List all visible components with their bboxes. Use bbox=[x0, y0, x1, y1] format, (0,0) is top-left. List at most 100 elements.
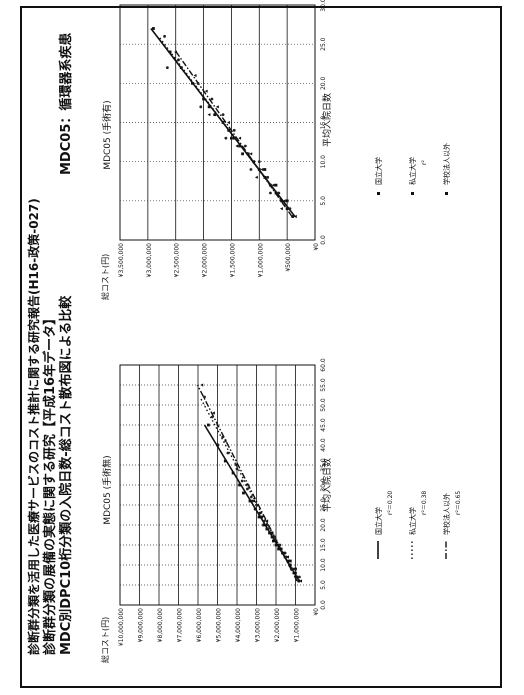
chart0-legend: 国立大学 r²＝0.20 私立大学 r²＝0.38 学校法人以外 r²＝0.65 bbox=[374, 491, 462, 559]
chart0-point bbox=[293, 571, 297, 575]
chart0-x-tick-label: 0.0 bbox=[320, 600, 327, 610]
chart1-point bbox=[249, 152, 253, 156]
chart0-point bbox=[272, 539, 275, 543]
chart1-point bbox=[213, 113, 217, 117]
chart1-y-ticks: ¥0 ¥500,000 ¥1,000,000 ¥1,500,000 ¥2,000,000… bbox=[118, 243, 320, 278]
chart1-point bbox=[165, 66, 169, 70]
chart1-x-tick-label: 0.0 bbox=[320, 235, 327, 245]
chart0-point bbox=[200, 383, 204, 387]
chart0-point bbox=[242, 491, 245, 495]
chart0-x-tick-label: 45.0 bbox=[320, 418, 327, 432]
chart0-point bbox=[286, 555, 289, 559]
chart0-point bbox=[294, 567, 297, 571]
chart1-point bbox=[174, 50, 178, 54]
chart1-y-tick-label: ¥0 bbox=[313, 243, 320, 251]
chart1-legend-marker bbox=[377, 192, 380, 195]
chart1-point bbox=[235, 144, 239, 148]
chart0-x-tick-label: 35.0 bbox=[320, 458, 327, 472]
chart0-point bbox=[246, 487, 249, 491]
chart0-point bbox=[223, 439, 227, 443]
chart0-point bbox=[275, 543, 279, 547]
chart0-point bbox=[265, 519, 269, 523]
chart1-y-tick-label: ¥3,500,000 bbox=[118, 243, 125, 278]
chart1-point bbox=[241, 152, 244, 156]
chart1-point bbox=[271, 183, 275, 187]
chart1-y-tick-label: ¥500,000 bbox=[285, 243, 292, 272]
chart1-trendline-2 bbox=[175, 51, 293, 217]
chart1-point bbox=[204, 89, 208, 93]
chart0-x-tick-label: 15.0 bbox=[320, 538, 327, 552]
chart1-ylabel: 総コスト(円) bbox=[100, 254, 110, 300]
chart1-point bbox=[177, 58, 180, 62]
chart1-x-tick-label: 25.0 bbox=[320, 37, 327, 51]
chart0-y-tick-label: ¥2,000,000 bbox=[274, 608, 281, 643]
chart1-point bbox=[291, 215, 295, 218]
chart0-point bbox=[282, 551, 286, 555]
chart0-point bbox=[264, 523, 267, 527]
chart1-point bbox=[238, 144, 242, 148]
chart0-point bbox=[207, 423, 210, 427]
chart0-point bbox=[288, 559, 292, 563]
chart0-point bbox=[223, 459, 227, 463]
chart1-point bbox=[285, 199, 289, 203]
chart1-point bbox=[207, 113, 211, 117]
chart1-point bbox=[193, 73, 197, 78]
chart1-point bbox=[274, 191, 278, 195]
chart1-point bbox=[246, 152, 250, 156]
chart0-point bbox=[273, 535, 277, 539]
chart1-point bbox=[232, 128, 236, 132]
chart0-x-tick-label: 40.0 bbox=[320, 438, 327, 452]
chart1-point bbox=[215, 105, 219, 109]
chart1-legend-label: 国立大学 bbox=[374, 157, 383, 185]
chart0-x-tick-label: 60.0 bbox=[320, 358, 327, 372]
chart0-ylabel: 総コスト(円) bbox=[100, 617, 110, 663]
chart0-legend-r2: r²＝0.38 bbox=[421, 491, 428, 515]
chart0-point bbox=[210, 415, 214, 419]
chart0-point bbox=[249, 495, 253, 499]
chart0-point bbox=[279, 547, 283, 551]
chart0-point bbox=[252, 499, 256, 503]
chart0-point bbox=[286, 559, 290, 563]
chart0-title: MDC05 (手術無) bbox=[101, 455, 113, 524]
chart1-legend: 国立大学 私立大学 r² 学校法人以外 bbox=[374, 143, 451, 195]
chart0-point bbox=[257, 511, 261, 515]
chart1-point bbox=[163, 34, 166, 38]
chart0-point bbox=[240, 479, 244, 483]
chart0-point bbox=[291, 567, 295, 571]
chart0-point bbox=[257, 515, 261, 519]
chart1-x-tick-label: 15.0 bbox=[320, 116, 327, 130]
chart1-point bbox=[207, 105, 211, 109]
chart0-point bbox=[288, 563, 292, 567]
chart0-point bbox=[278, 543, 282, 547]
document-frame bbox=[20, 6, 502, 688]
chart1-x-tick-label: 30.0 bbox=[320, 0, 327, 12]
chart1-point bbox=[257, 160, 261, 164]
chart1-point bbox=[269, 191, 272, 195]
chart1-point bbox=[263, 168, 267, 171]
chart0-y-tick-label: ¥10,000,000 bbox=[118, 608, 125, 646]
chart0-point bbox=[299, 579, 302, 583]
chart1-grid bbox=[119, 4, 316, 241]
chart1-point bbox=[288, 207, 292, 211]
chart1-point bbox=[252, 160, 256, 164]
chart0-y-tick-label: ¥3,000,000 bbox=[255, 608, 262, 643]
chart0-y-ticks: ¥0 ¥1,000,000 ¥2,000,000 ¥3,000,000 ¥4,000,0… bbox=[118, 608, 320, 646]
chart1-point bbox=[152, 27, 155, 30]
chart1-point bbox=[168, 50, 172, 54]
chart0-xlabel: 平均入院日数 bbox=[321, 458, 333, 512]
chart0-point bbox=[269, 531, 273, 535]
chart0-y-tick-label: ¥9,000,000 bbox=[138, 608, 145, 643]
chart0-x-tick-label: 55.0 bbox=[320, 378, 327, 392]
chart1-title: MDC05 (手術有) bbox=[101, 100, 113, 169]
chart1-xlabel: 平均入院日数 bbox=[321, 93, 333, 147]
chart1-point bbox=[243, 144, 247, 148]
header-line3: MDC別DPC10桁分類の入院日数-総コスト散布図による比較 bbox=[58, 295, 74, 655]
chart0-x-tick-label: 50.0 bbox=[320, 398, 327, 412]
header-line2: 診断群分類の展備の実態に関する研究【平成16年データ】 bbox=[42, 312, 58, 655]
chart0-trendlines bbox=[196, 384, 300, 582]
chart1-point bbox=[191, 81, 194, 85]
chart1-y-tick-label: ¥2,000,000 bbox=[202, 243, 209, 278]
chart1-point bbox=[279, 207, 283, 211]
